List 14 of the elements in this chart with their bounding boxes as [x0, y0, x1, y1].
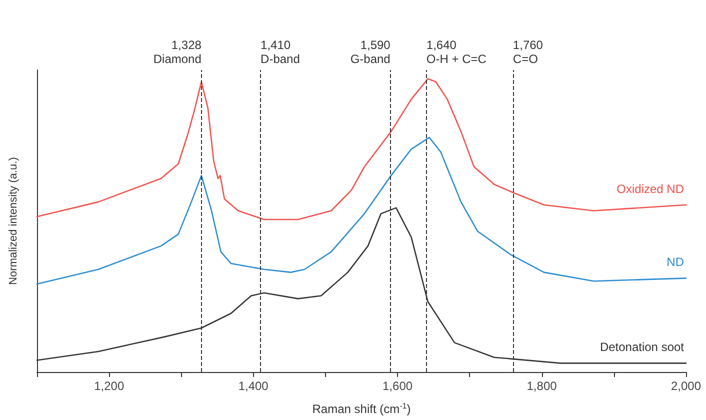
- series-label: Oxidized ND: [616, 182, 684, 196]
- x-tick-label: 1,800: [526, 379, 558, 393]
- series-label: ND: [666, 255, 684, 270]
- y-axis-title: Normalized intensity (a.u.): [8, 157, 20, 285]
- ref-line-label: 1,410 D-band: [260, 38, 300, 66]
- ref-line-label: 1,760 C=O: [512, 38, 544, 66]
- x-tick-label: 1,400: [238, 379, 269, 393]
- ref-line-label: 1,590 G-band: [350, 38, 391, 66]
- ref-line-label: 1,328 Diamond: [153, 38, 202, 66]
- x-tick-label: 2,000: [670, 379, 702, 393]
- x-tick-label: 1,600: [382, 379, 413, 393]
- series-label: Detonation soot: [600, 340, 685, 354]
- x-tick-label: 1,200: [94, 379, 124, 393]
- ref-line-label: 1,640 O-H + C=C: [426, 38, 487, 66]
